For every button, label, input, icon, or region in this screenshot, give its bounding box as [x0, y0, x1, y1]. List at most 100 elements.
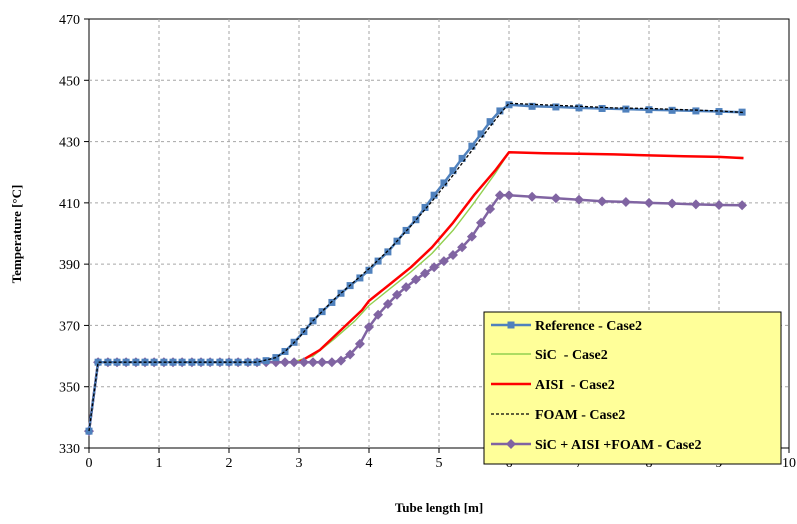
diamond-marker	[345, 349, 356, 360]
diamond-marker	[289, 357, 300, 368]
square-marker	[178, 358, 186, 366]
square-marker	[645, 106, 653, 114]
diamond-marker	[527, 191, 538, 202]
square-marker	[384, 248, 392, 256]
series-2	[87, 151, 744, 432]
legend-entry: FOAM - Case2	[491, 408, 625, 423]
diamond-marker	[448, 249, 458, 260]
square-marker	[234, 358, 242, 366]
square-marker	[188, 358, 196, 366]
legend-entry: SiC - Case2	[491, 348, 608, 363]
square-marker	[468, 142, 476, 150]
square-marker	[281, 347, 289, 355]
legend-box	[483, 311, 782, 465]
diamond-marker	[690, 199, 701, 210]
y-tick-label: 450	[59, 74, 80, 89]
diamond-marker	[494, 190, 505, 201]
square-marker	[505, 101, 513, 109]
square-marker	[575, 104, 583, 112]
diamond-marker	[392, 289, 402, 300]
square-marker	[668, 106, 676, 114]
square-marker	[486, 118, 494, 126]
diamond-marker	[420, 268, 430, 279]
diamond-marker	[317, 357, 328, 368]
square-marker	[440, 179, 448, 187]
x-tick-label: 3	[296, 456, 303, 471]
diamond-marker	[485, 203, 496, 214]
x-tick-label: 2	[226, 456, 233, 471]
legend-label: FOAM - Case2	[535, 408, 625, 423]
square-marker	[715, 108, 723, 116]
legend-entry: Reference - Case2	[491, 319, 642, 334]
diamond-marker	[401, 282, 412, 293]
diamond-marker	[438, 256, 449, 267]
diamond-marker	[476, 217, 486, 228]
diamond-marker	[597, 196, 608, 207]
y-tick-label: 330	[59, 442, 80, 457]
diamond-marker	[457, 242, 468, 253]
y-axis-title: Temperature [°C]	[9, 185, 24, 284]
square-marker	[598, 104, 606, 112]
square-marker	[622, 105, 630, 113]
square-marker	[85, 427, 93, 435]
diamond-marker	[506, 439, 516, 449]
diamond-marker	[308, 357, 318, 368]
diamond-marker	[574, 194, 584, 205]
square-marker	[552, 103, 560, 111]
square-marker	[507, 321, 515, 329]
square-marker	[449, 167, 457, 175]
square-marker	[244, 358, 252, 366]
diamond-marker	[364, 321, 374, 332]
diamond-marker	[429, 262, 440, 273]
square-marker	[104, 358, 112, 366]
diamond-marker	[298, 357, 309, 368]
square-marker	[94, 358, 102, 366]
square-marker	[528, 102, 536, 110]
x-tick-label: 1	[156, 456, 163, 471]
square-marker	[356, 274, 364, 282]
square-marker	[692, 107, 700, 115]
square-marker	[374, 257, 382, 265]
legend-label: SiC - Case2	[535, 348, 608, 363]
legend-entry: AISI - Case2	[491, 378, 615, 393]
diamond-marker	[714, 200, 724, 211]
y-tick-label: 350	[59, 381, 80, 396]
diamond-marker	[550, 193, 561, 204]
diamond-marker	[737, 200, 748, 211]
diamond-marker	[667, 198, 678, 209]
legend-label: Reference - Case2	[535, 319, 642, 334]
diamond-marker	[644, 197, 654, 208]
square-marker	[318, 308, 326, 316]
series-line	[87, 151, 744, 432]
diamond-marker	[326, 357, 337, 368]
x-axis-title: Tube length [m]	[395, 500, 483, 515]
square-marker	[421, 203, 429, 211]
square-marker	[113, 358, 121, 366]
y-tick-label: 430	[59, 136, 80, 151]
x-tick-label: 10	[782, 456, 796, 471]
diamond-marker	[410, 274, 421, 285]
y-tick-label: 370	[59, 319, 80, 334]
legend: Reference - Case2 SiC - Case2 AISI - Case2…	[483, 311, 782, 465]
series-group	[84, 101, 748, 437]
legend-label: AISI - Case2	[535, 378, 615, 393]
diamond-marker	[354, 338, 365, 349]
diamond-marker	[280, 357, 290, 368]
diamond-marker	[620, 196, 631, 207]
y-tick-label: 410	[59, 197, 80, 212]
square-marker	[337, 289, 345, 297]
x-tick-label: 5	[436, 456, 443, 471]
y-tick-label: 390	[59, 258, 80, 273]
diamond-marker	[336, 355, 346, 366]
series-3	[88, 102, 744, 432]
diamond-marker	[466, 231, 477, 242]
square-marker	[253, 358, 261, 366]
x-tick-label: 0	[86, 456, 93, 471]
square-marker	[365, 266, 373, 274]
diamond-marker	[382, 298, 393, 309]
legend-entry: SiC + AISI +FOAM - Case2	[491, 438, 701, 453]
square-marker	[262, 357, 270, 365]
x-tick-label: 4	[366, 456, 373, 471]
